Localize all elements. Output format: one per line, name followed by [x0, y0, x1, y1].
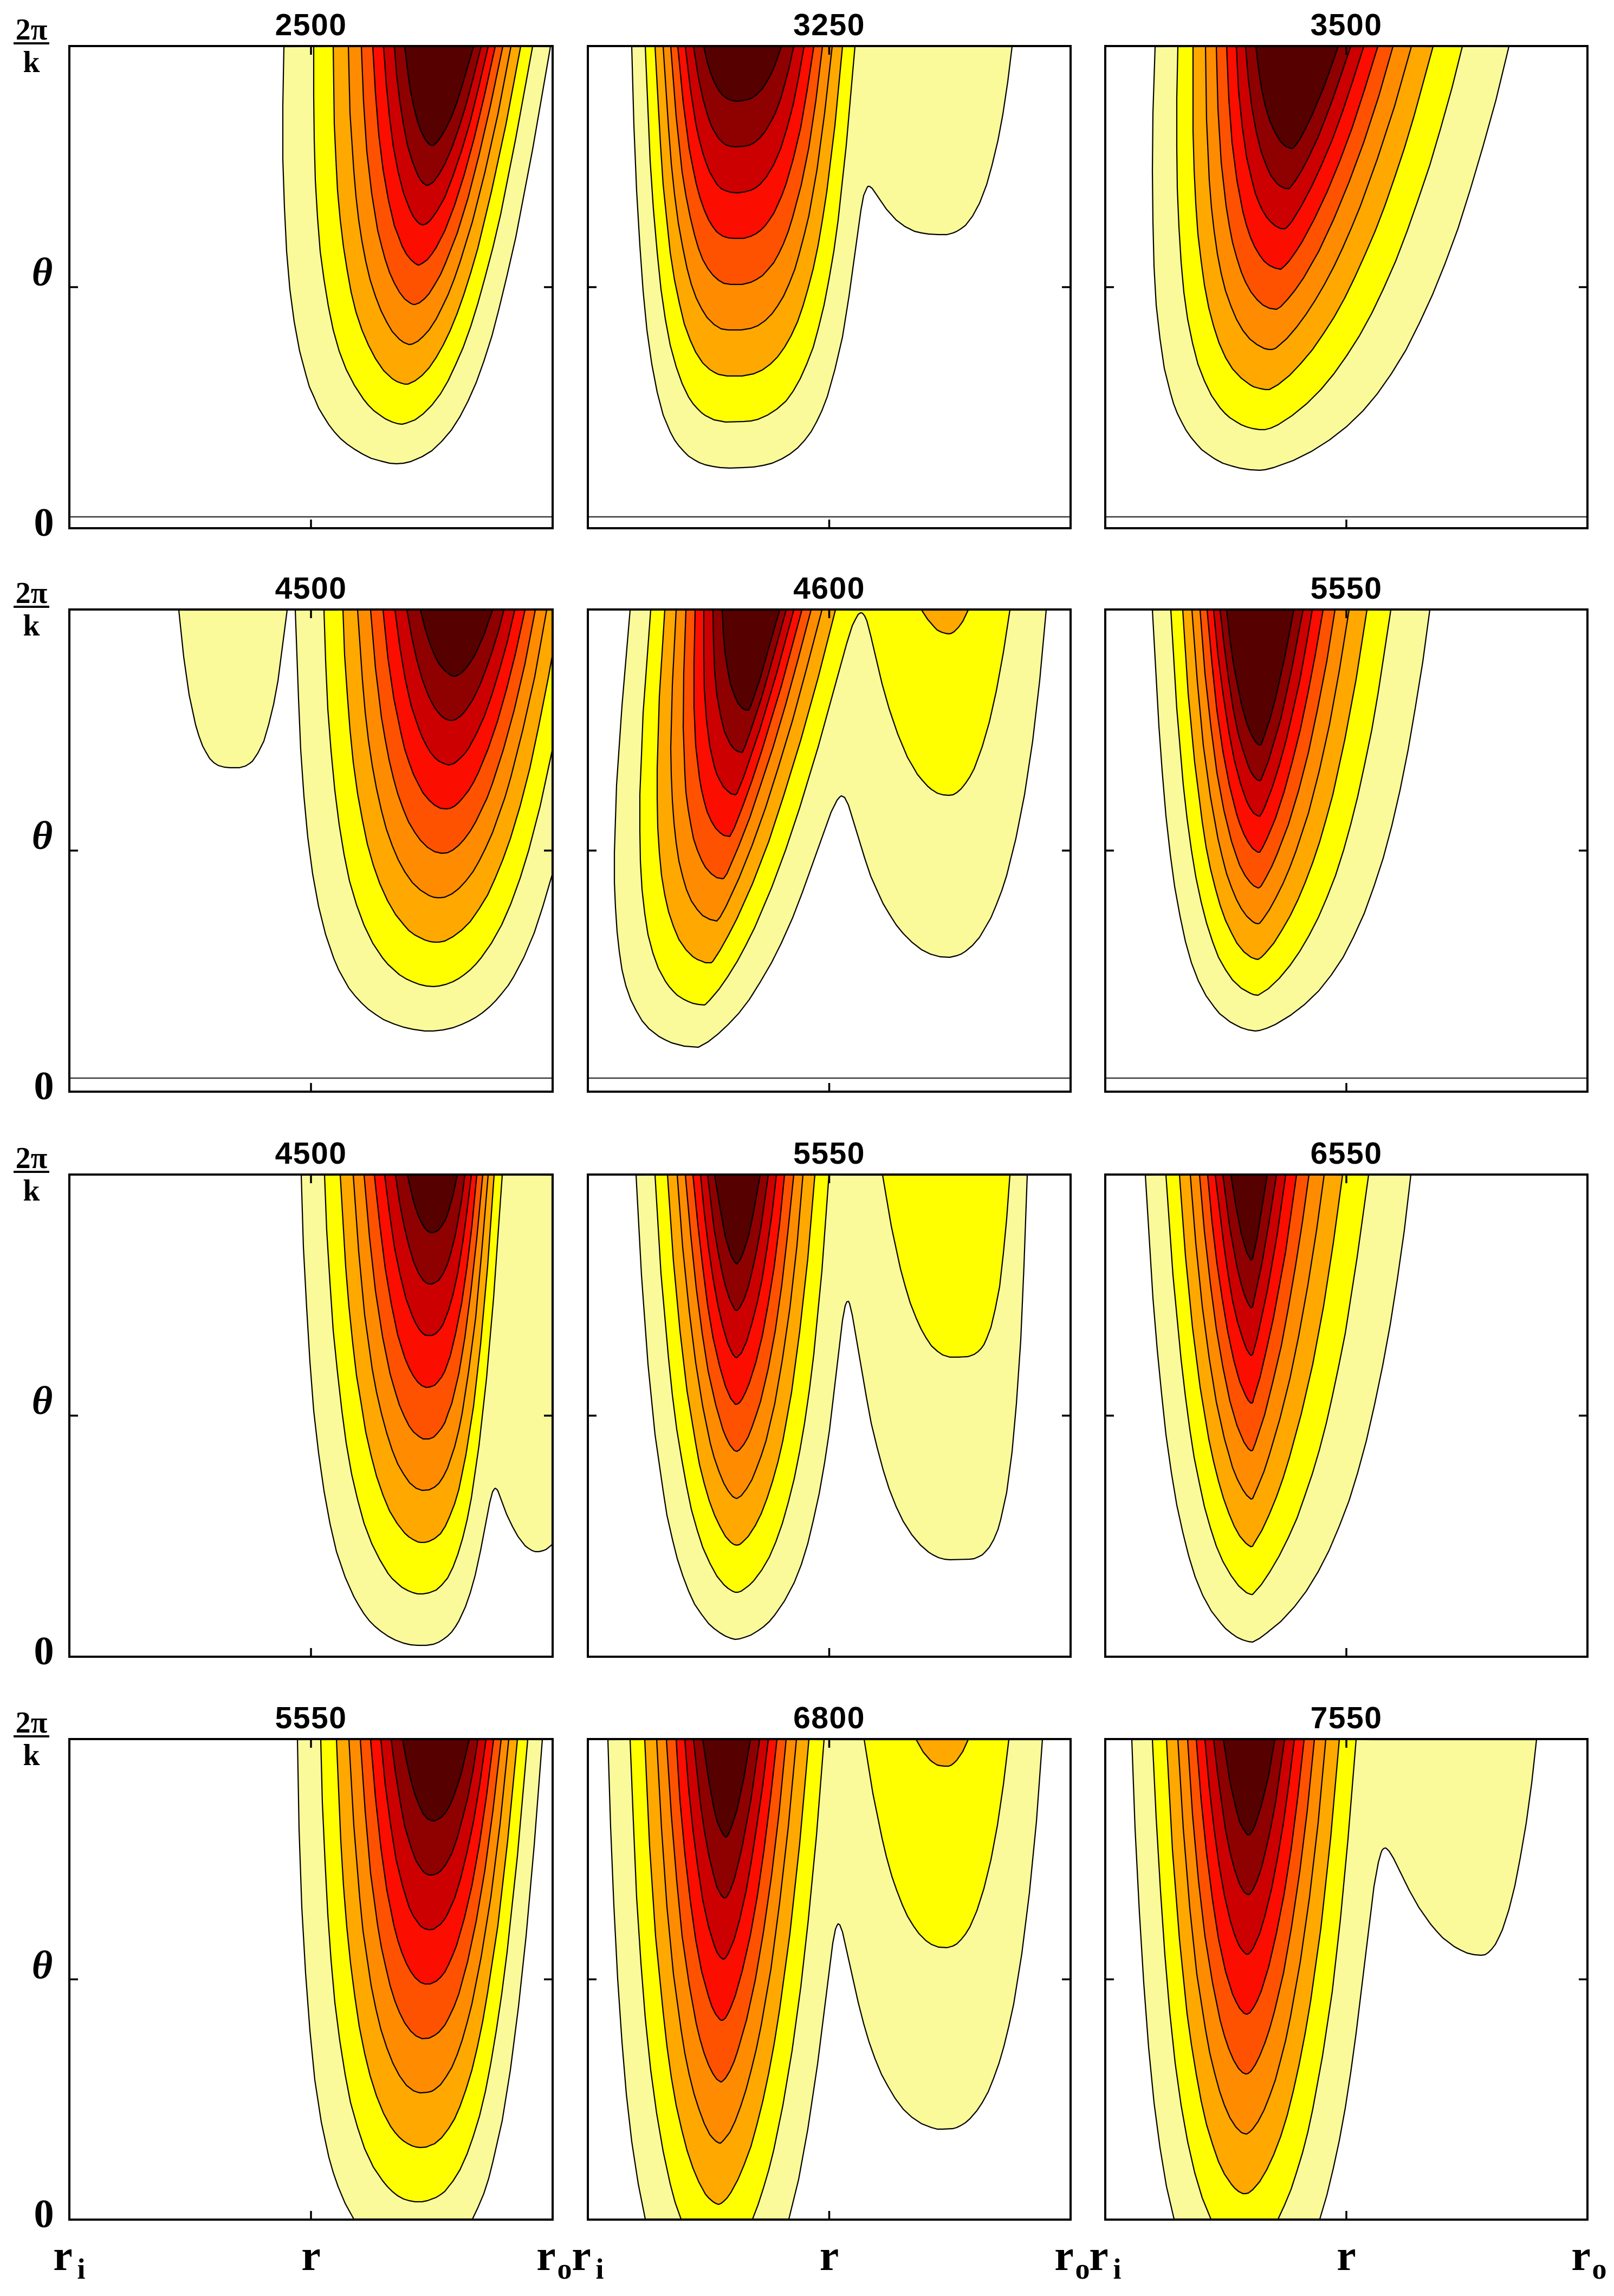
svg-text:o: o — [1592, 2253, 1607, 2285]
svg-text:6550: 6550 — [1311, 1136, 1383, 1171]
svg-text:5550: 5550 — [793, 1136, 865, 1171]
svg-text:r: r — [1337, 2232, 1356, 2280]
svg-text:r: r — [1571, 2232, 1591, 2280]
svg-text:i: i — [77, 2253, 85, 2285]
svg-text:3250: 3250 — [793, 8, 865, 42]
svg-text:2π: 2π — [16, 13, 48, 47]
svg-text:o: o — [558, 2253, 572, 2285]
svg-text:θ: θ — [32, 250, 53, 295]
svg-text:θ: θ — [32, 1379, 53, 1423]
svg-text:2π: 2π — [16, 1706, 48, 1740]
svg-text:r: r — [301, 2232, 321, 2280]
svg-text:0: 0 — [34, 1629, 54, 1674]
svg-text:r: r — [1089, 2232, 1109, 2280]
svg-text:3500: 3500 — [1311, 8, 1383, 42]
svg-text:5550: 5550 — [1311, 571, 1383, 606]
svg-text:7550: 7550 — [1311, 1701, 1383, 1735]
svg-text:6800: 6800 — [793, 1701, 865, 1735]
svg-text:0: 0 — [34, 501, 54, 545]
svg-text:0: 0 — [34, 1064, 54, 1108]
svg-text:i: i — [1113, 2253, 1121, 2285]
svg-text:k: k — [23, 1174, 40, 1208]
svg-text:θ: θ — [32, 814, 53, 858]
svg-text:r: r — [572, 2232, 591, 2280]
svg-text:k: k — [23, 609, 40, 643]
svg-text:r: r — [536, 2232, 556, 2280]
svg-text:4500: 4500 — [275, 571, 347, 606]
svg-text:2π: 2π — [16, 1141, 48, 1175]
svg-text:r: r — [53, 2232, 73, 2280]
svg-text:4500: 4500 — [275, 1136, 347, 1171]
svg-text:o: o — [1075, 2253, 1090, 2285]
svg-text:5550: 5550 — [275, 1701, 347, 1735]
svg-text:r: r — [1054, 2232, 1074, 2280]
svg-text:4600: 4600 — [793, 571, 865, 606]
svg-text:k: k — [23, 46, 40, 79]
svg-text:i: i — [595, 2253, 604, 2285]
svg-text:0: 0 — [34, 2192, 54, 2236]
svg-text:r: r — [820, 2232, 839, 2280]
svg-text:θ: θ — [32, 1943, 53, 1988]
svg-text:2500: 2500 — [275, 8, 347, 42]
svg-text:2π: 2π — [16, 576, 48, 610]
svg-text:k: k — [23, 1739, 40, 1772]
